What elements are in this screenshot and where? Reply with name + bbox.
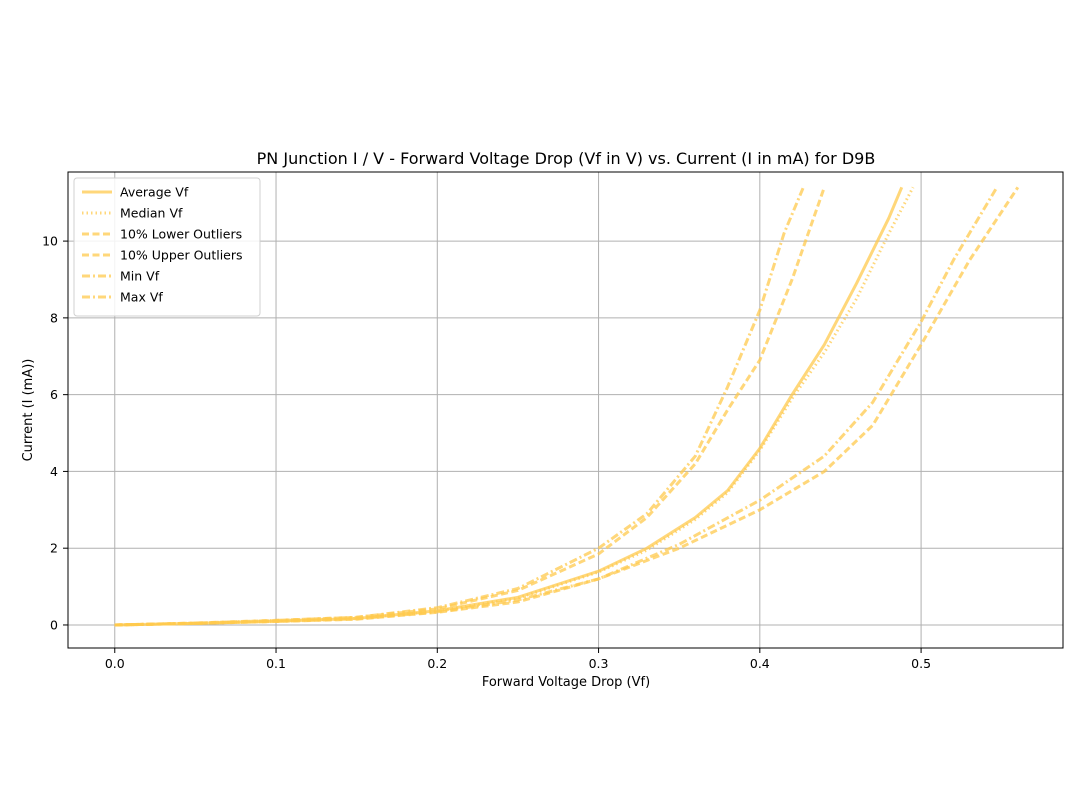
chart-title: PN Junction I / V - Forward Voltage Drop… <box>257 149 876 168</box>
series-line-4 <box>114 186 1020 627</box>
x-axis-label: Forward Voltage Drop (Vf) <box>482 675 650 690</box>
y-tick-label: 2 <box>50 541 58 556</box>
plot-lines <box>114 186 1020 627</box>
y-tick-label: 8 <box>50 310 58 325</box>
legend-box <box>73 177 261 317</box>
legend-label: Min Vf <box>120 269 160 284</box>
series-line-6 <box>114 186 999 627</box>
legend-label: 10% Lower Outliers <box>120 227 242 242</box>
x-tick-label: 0.3 <box>589 656 609 671</box>
y-tick-label: 10 <box>42 234 58 249</box>
y-tick-label: 6 <box>50 387 58 402</box>
y-axis-label: Current (I (mA)) <box>21 359 36 462</box>
x-tick-label: 0.5 <box>911 656 931 671</box>
x-tick-label: 0.1 <box>266 656 286 671</box>
y-axis-ticks: 0 2 4 6 8 10 <box>42 234 68 632</box>
legend: Average Vf Median Vf 10% Lower Outliers 10%… <box>73 177 261 317</box>
x-tick-label: 0.2 <box>427 656 447 671</box>
x-tick-label: 0.0 <box>105 656 125 671</box>
legend-label: Average Vf <box>120 185 189 200</box>
legend-label: 10% Upper Outliers <box>120 248 243 263</box>
x-axis-ticks: 0.0 0.1 0.2 0.3 0.4 0.5 <box>105 648 931 671</box>
y-tick-label: 4 <box>50 464 58 479</box>
legend-label: Max Vf <box>120 290 163 305</box>
legend-label: Median Vf <box>120 206 183 221</box>
x-tick-label: 0.4 <box>750 656 770 671</box>
plot-frame <box>67 171 1064 649</box>
grid <box>68 172 1063 648</box>
y-tick-label: 0 <box>50 617 58 632</box>
